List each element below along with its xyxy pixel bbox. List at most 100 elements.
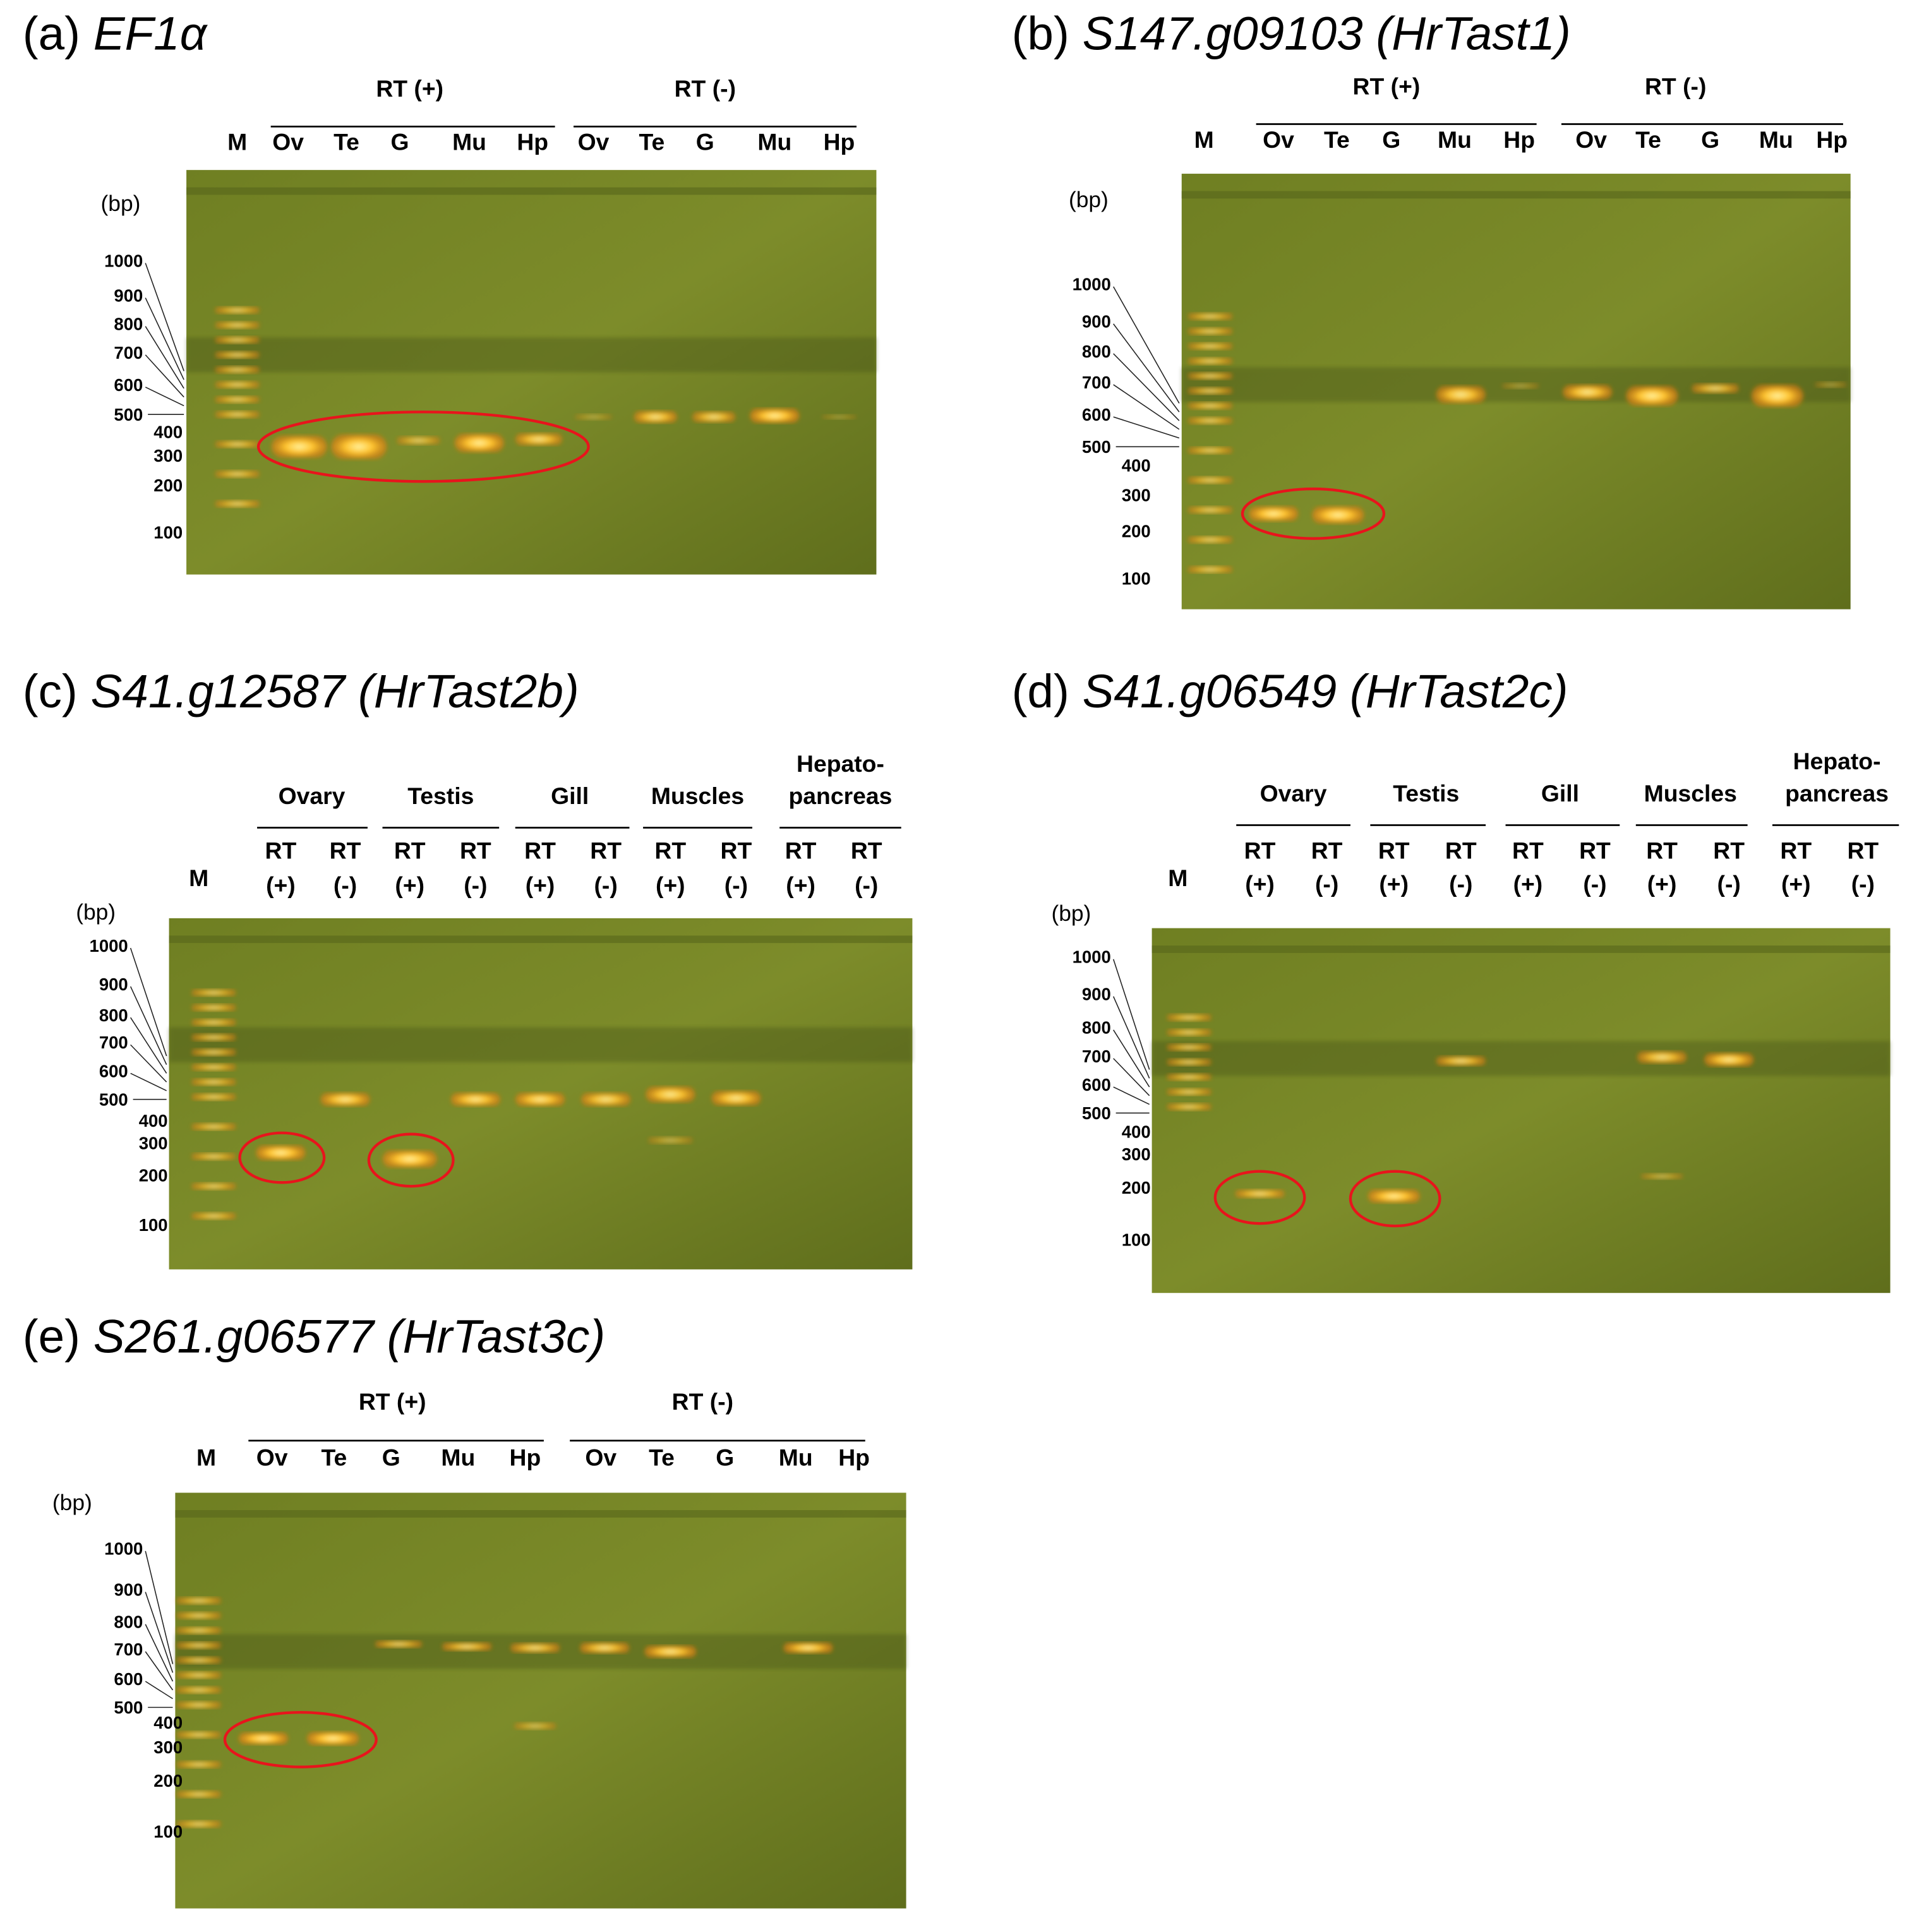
gel-band (1248, 506, 1299, 522)
lane-label: G (382, 1444, 400, 1470)
gel-band (646, 1086, 695, 1103)
lane-label: RT (1847, 837, 1879, 864)
lane-label: (+) (1245, 871, 1275, 897)
lane-label: G (390, 129, 409, 155)
size-label: 400 (153, 1713, 183, 1732)
lane-label: RT (1311, 837, 1343, 864)
size-label: 500 (1082, 1103, 1111, 1123)
ladder-band (1167, 1058, 1212, 1066)
size-leader (1113, 416, 1180, 439)
gel-band (306, 1731, 359, 1746)
size-label: 900 (1082, 985, 1111, 1004)
lane-label: Te (649, 1444, 675, 1470)
highlight-ellipse (1213, 1170, 1306, 1225)
ladder-band (1187, 313, 1233, 320)
gel-band (1637, 1051, 1687, 1064)
ladder-band (1167, 1043, 1212, 1052)
size-label: 900 (114, 1580, 143, 1600)
size-label: 300 (1122, 1144, 1151, 1164)
size-leader (1113, 1058, 1150, 1096)
size-label: 300 (153, 1737, 183, 1757)
size-label: 700 (99, 1033, 128, 1052)
gel-band (1704, 1053, 1754, 1067)
panel-title: (a) EF1α (23, 7, 208, 60)
lane-label: Mu (1759, 126, 1793, 153)
size-label: 800 (1082, 342, 1111, 361)
size-label: 500 (114, 1698, 143, 1717)
ladder-band (176, 1656, 222, 1664)
gel-wells (186, 187, 877, 195)
group-label: RT (-) (672, 1388, 733, 1415)
lane-label: (-) (1315, 871, 1338, 897)
size-label: 600 (1082, 1075, 1111, 1095)
lane-label: RT (265, 837, 297, 864)
size-leader (1113, 384, 1180, 430)
size-label: 600 (114, 1669, 143, 1689)
lane-label: RT (330, 837, 361, 864)
gel-band (1562, 385, 1613, 400)
group-label: Muscles (1644, 780, 1737, 807)
ladder-band (1187, 372, 1233, 380)
lane-label: Te (334, 129, 359, 155)
lane-label: (+) (1647, 871, 1677, 897)
size-leader (145, 1551, 174, 1664)
gel-band (692, 411, 736, 423)
lane-label: RT (851, 837, 882, 864)
size-leader (145, 1624, 174, 1682)
lane-label: G (716, 1444, 734, 1470)
marker-label: M (189, 865, 208, 891)
ladder-band (215, 321, 260, 329)
size-label: 100 (1122, 568, 1151, 588)
gel-band (1501, 383, 1539, 389)
gel-band (256, 1145, 306, 1160)
gel-band (238, 1732, 289, 1745)
lane-label: Hp (838, 1444, 870, 1470)
size-leader (145, 297, 184, 380)
panel: (a) EF1α RT (+) RT (-) M Ov Te G Mu Hp Ov Te G Mu Hp (… (23, 7, 877, 575)
size-label: 100 (1122, 1230, 1151, 1250)
size-label: 600 (1082, 405, 1111, 424)
gene-name: EF1α (93, 7, 208, 60)
highlight-ellipse (367, 1132, 455, 1188)
ladder-band (215, 366, 260, 374)
ladder-band (176, 1731, 222, 1739)
size-label: 300 (139, 1133, 168, 1153)
ladder-band (176, 1791, 222, 1798)
gene-name: S41.g12587 (HrTast2b) (91, 664, 579, 717)
size-label: 1000 (1073, 947, 1111, 967)
panel-label: (c) (23, 664, 78, 717)
size-leader (145, 1681, 173, 1700)
lane-label: Mu (452, 129, 486, 155)
ladder-band (1187, 565, 1233, 573)
lane-label: Ov (1263, 126, 1294, 153)
size-label: 200 (153, 476, 183, 495)
size-label: 200 (1122, 1178, 1151, 1197)
size-leader (145, 1651, 174, 1691)
lane-label: Ov (256, 1444, 288, 1470)
gel-band (450, 1092, 501, 1107)
lane-label: Te (1324, 126, 1350, 153)
highlight-ellipse (238, 1131, 326, 1184)
gel-band (644, 1645, 697, 1658)
ladder-band (1187, 447, 1233, 455)
panel: (c) S41.g12587 (HrTast2b) Ovary Testis Gill… (23, 664, 913, 1269)
group-label: Ovary (279, 783, 346, 809)
ladder-band (1187, 536, 1233, 544)
lane-label: Hp (824, 129, 855, 155)
size-leader (145, 387, 184, 407)
gel-band (821, 414, 857, 420)
size-leader (130, 1017, 167, 1074)
gel (1151, 928, 1891, 1293)
lane-label: (+) (656, 872, 685, 899)
lane-label: (+) (266, 872, 296, 899)
size-label: 800 (99, 1005, 128, 1025)
group-label: Hepato- (1793, 748, 1881, 774)
ladder-band (1167, 1014, 1212, 1021)
ladder-band (191, 1033, 236, 1041)
size-leader (130, 1044, 167, 1083)
ladder-band (215, 470, 260, 478)
size-label: 500 (1082, 437, 1111, 457)
ladder-band (191, 1078, 236, 1086)
lane-label: (+) (1513, 871, 1543, 897)
ladder-band (215, 306, 260, 315)
